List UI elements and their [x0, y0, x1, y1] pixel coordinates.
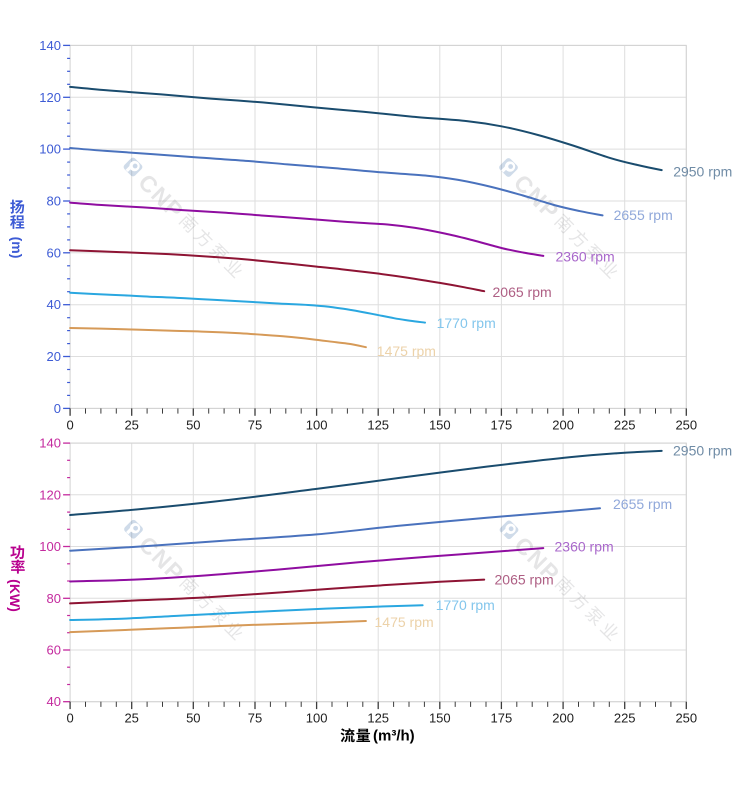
- svg-text:2065 rpm: 2065 rpm: [495, 572, 554, 588]
- svg-text:200: 200: [552, 417, 574, 432]
- svg-text:1475 rpm: 1475 rpm: [377, 343, 436, 359]
- svg-text:80: 80: [47, 591, 61, 606]
- svg-text:2950 rpm: 2950 rpm: [673, 443, 732, 459]
- svg-text:225: 225: [614, 417, 636, 432]
- svg-text:60: 60: [47, 245, 61, 260]
- svg-text:2360 rpm: 2360 rpm: [555, 539, 614, 555]
- svg-text:100: 100: [306, 417, 328, 432]
- svg-text:140: 140: [39, 38, 61, 53]
- svg-text:1770 rpm: 1770 rpm: [436, 597, 495, 613]
- svg-text:CNP: CNP: [133, 169, 189, 225]
- svg-text:150: 150: [429, 711, 451, 726]
- svg-text:120: 120: [39, 90, 61, 105]
- svg-text:2360 rpm: 2360 rpm: [556, 249, 615, 265]
- svg-text:60: 60: [47, 643, 61, 658]
- svg-text:100: 100: [39, 142, 61, 157]
- svg-text:75: 75: [248, 711, 262, 726]
- svg-text:2655 rpm: 2655 rpm: [614, 207, 673, 223]
- svg-text:(KW): (KW): [7, 579, 23, 612]
- svg-text:150: 150: [429, 417, 451, 432]
- svg-text:75: 75: [248, 417, 262, 432]
- svg-text:0: 0: [66, 417, 73, 432]
- svg-text:80: 80: [47, 194, 61, 209]
- svg-text:250: 250: [675, 711, 697, 726]
- svg-text:50: 50: [186, 417, 200, 432]
- svg-text:(m³/h): (m³/h): [373, 727, 415, 744]
- svg-text:0: 0: [66, 711, 73, 726]
- svg-text:0: 0: [54, 401, 61, 416]
- svg-text:100: 100: [306, 711, 328, 726]
- svg-text:250: 250: [675, 417, 697, 432]
- svg-text:1770 rpm: 1770 rpm: [437, 315, 496, 331]
- svg-text:1475 rpm: 1475 rpm: [375, 614, 434, 630]
- svg-text:(m): (m): [9, 237, 25, 259]
- svg-text:125: 125: [367, 711, 389, 726]
- svg-text:40: 40: [47, 694, 61, 709]
- svg-text:175: 175: [491, 711, 513, 726]
- svg-text:50: 50: [186, 711, 200, 726]
- svg-text:2655 rpm: 2655 rpm: [613, 496, 672, 512]
- svg-text:CNP: CNP: [509, 169, 565, 225]
- svg-text:25: 25: [124, 711, 138, 726]
- svg-text:20: 20: [47, 349, 61, 364]
- svg-text:2950 rpm: 2950 rpm: [673, 164, 732, 180]
- svg-text:125: 125: [367, 417, 389, 432]
- svg-text:40: 40: [47, 297, 61, 312]
- svg-text:225: 225: [614, 711, 636, 726]
- svg-text:200: 200: [552, 711, 574, 726]
- svg-text:120: 120: [39, 487, 61, 502]
- svg-text:100: 100: [39, 539, 61, 554]
- svg-text:25: 25: [124, 417, 138, 432]
- svg-text:140: 140: [39, 436, 61, 451]
- svg-text:2065 rpm: 2065 rpm: [493, 284, 552, 300]
- svg-text:175: 175: [491, 417, 513, 432]
